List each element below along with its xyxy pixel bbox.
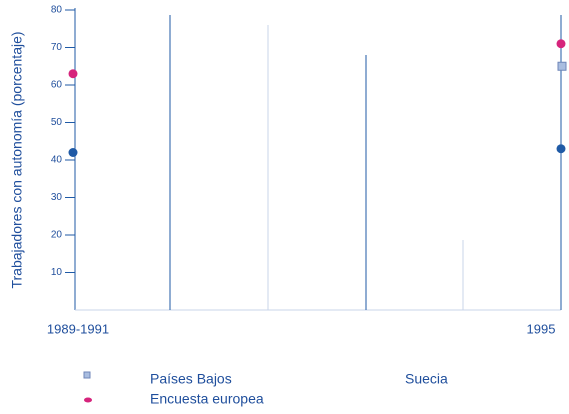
y-tick-label: 80 — [51, 5, 63, 16]
y-tick-label: 50 — [51, 117, 63, 128]
legend-label: Encuesta europea — [150, 391, 264, 407]
legend-marker — [84, 397, 92, 403]
data-point — [556, 39, 566, 49]
y-tick-label: 70 — [51, 42, 63, 53]
y-axis-label: Trabajadores con autonomía (porcentaje) — [9, 31, 25, 288]
y-tick-label: 60 — [51, 80, 63, 91]
legend-label: Suecia — [405, 371, 448, 387]
data-point — [68, 69, 78, 79]
data-point — [556, 144, 566, 154]
data-point — [557, 61, 567, 71]
y-tick-label: 10 — [51, 267, 63, 278]
legend-marker — [83, 371, 91, 379]
data-point — [68, 148, 78, 157]
legend-label: Países Bajos — [150, 371, 232, 387]
y-tick-label: 30 — [51, 192, 63, 203]
x-tick-label: 1989-1991 — [47, 321, 109, 336]
y-tick-label: 40 — [51, 155, 63, 166]
y-tick-label: 20 — [51, 230, 63, 241]
x-tick-label: 1995 — [527, 321, 556, 336]
